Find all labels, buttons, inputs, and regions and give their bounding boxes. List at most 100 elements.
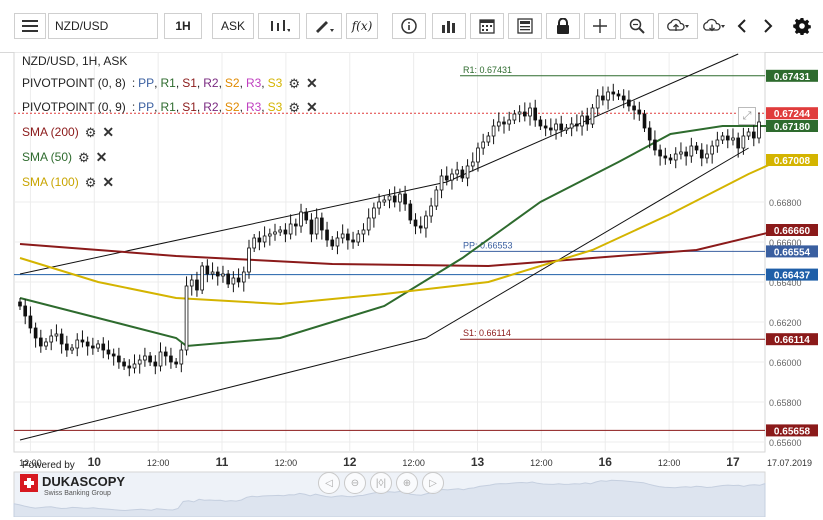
candle: [33, 327, 38, 339]
candle: [122, 361, 126, 367]
candle: [418, 225, 423, 229]
reset-button[interactable]: |◊|: [370, 472, 392, 494]
indicator-button[interactable]: f(x): [346, 13, 378, 39]
candle: [241, 271, 246, 283]
zoom-out-button[interactable]: ⊖: [344, 472, 366, 494]
candle: [481, 141, 485, 149]
triangle-right-icon: ▷: [429, 477, 437, 489]
chart-area[interactable]: 0.65600 0.65800 0.66000 0.66200 0.66400 0.666…: [0, 51, 823, 518]
zoom-icon: [629, 18, 645, 34]
candle: [496, 121, 501, 127]
candle: [590, 107, 595, 125]
zoom-in-button[interactable]: ⊕: [396, 472, 418, 494]
pivot-label-r1: R1: 0.67431: [463, 65, 512, 75]
candle: [309, 219, 314, 235]
scroll-left-button[interactable]: ◁: [318, 472, 340, 494]
candle: [460, 169, 465, 179]
x-tick-label: 12: [343, 455, 357, 469]
zoom-button[interactable]: [620, 13, 654, 39]
candle: [627, 99, 631, 107]
lock-button[interactable]: [546, 13, 580, 39]
candle: [512, 113, 517, 121]
plot-frame: [13, 51, 766, 453]
sma200-close-icon[interactable]: ✕: [102, 124, 115, 140]
draw-button[interactable]: [306, 13, 342, 39]
news-button[interactable]: [508, 13, 542, 39]
candle: [38, 337, 43, 347]
price-axis-label: 0.65658: [774, 426, 811, 437]
price-axis-box: [766, 424, 818, 437]
candle: [28, 315, 33, 329]
settings-button[interactable]: [788, 13, 816, 39]
candle: [585, 115, 590, 125]
y-tick-label: 0.66400: [769, 278, 802, 288]
candle: [731, 137, 735, 141]
candle: [528, 107, 532, 117]
candle: [335, 237, 340, 247]
menu-icon: [22, 20, 38, 32]
pivot2-pp: PP: [138, 100, 155, 114]
expand-icon[interactable]: ⤢: [738, 107, 756, 125]
candle: [538, 119, 543, 127]
candle: [153, 361, 158, 367]
candle: [470, 161, 475, 167]
price-side-select[interactable]: ASK: [212, 13, 254, 39]
download-button[interactable]: [700, 13, 728, 39]
candle: [398, 193, 402, 203]
candle: [439, 175, 444, 191]
candle: [533, 107, 538, 121]
x-tick-label: 17: [726, 455, 740, 469]
price-axis-box: [766, 69, 818, 82]
x-tick-label: 12:00: [530, 458, 553, 468]
candle: [294, 223, 298, 227]
pivot1-pp: PP: [138, 76, 155, 90]
candle: [673, 153, 678, 161]
candle: [637, 109, 642, 115]
candle: [49, 335, 54, 343]
menu-button[interactable]: [14, 13, 46, 39]
y-tick-label: 0.66200: [769, 318, 802, 328]
calendar-button[interactable]: [470, 13, 504, 39]
sma100-settings-icon[interactable]: ⚙: [84, 174, 97, 190]
pivot2-settings-icon[interactable]: ⚙: [288, 99, 300, 115]
upload-button[interactable]: [658, 13, 698, 39]
pivot2-close-icon[interactable]: ✕: [305, 99, 318, 115]
candle: [757, 121, 761, 139]
candle: [70, 347, 74, 351]
x-tick-label: 12:00: [275, 458, 298, 468]
candle: [210, 271, 215, 275]
prev-button[interactable]: [730, 13, 754, 39]
next-button[interactable]: [756, 13, 780, 39]
symbol-select[interactable]: NZD/USD: [48, 13, 158, 39]
volume-button[interactable]: [432, 13, 466, 39]
info-button[interactable]: [392, 13, 426, 39]
candle: [372, 207, 376, 219]
candle: [387, 195, 392, 201]
candle: [231, 277, 236, 285]
sma200-settings-icon[interactable]: ⚙: [84, 124, 97, 140]
sma50-settings-icon[interactable]: ⚙: [78, 149, 90, 165]
sma-line: [19, 125, 780, 348]
candle: [491, 125, 496, 137]
crosshair-icon: [593, 19, 607, 33]
scroll-right-button[interactable]: ▷: [422, 472, 444, 494]
candle: [288, 223, 293, 235]
candle: [304, 211, 309, 221]
candle: [554, 123, 558, 131]
candle: [616, 93, 621, 97]
sma100-close-icon[interactable]: ✕: [102, 174, 115, 190]
crosshair-button[interactable]: [584, 13, 616, 39]
candle-type-button[interactable]: [258, 13, 300, 39]
price-chart[interactable]: 0.65600 0.65800 0.66000 0.66200 0.66400 0.666…: [0, 51, 823, 518]
price-axis-box: [766, 333, 818, 346]
pivot1-close-icon[interactable]: ✕: [305, 75, 318, 91]
candle: [54, 333, 59, 337]
pivot1-settings-icon[interactable]: ⚙: [288, 75, 300, 91]
timeframe-select[interactable]: 1H: [164, 13, 202, 39]
sma50-close-icon[interactable]: ✕: [95, 149, 108, 165]
pivot-label-s1: S1: 0.66114: [463, 328, 511, 338]
candle: [595, 95, 600, 109]
pivot2-r1: R1: [160, 100, 176, 114]
candle: [653, 139, 657, 151]
candle: [736, 137, 741, 149]
